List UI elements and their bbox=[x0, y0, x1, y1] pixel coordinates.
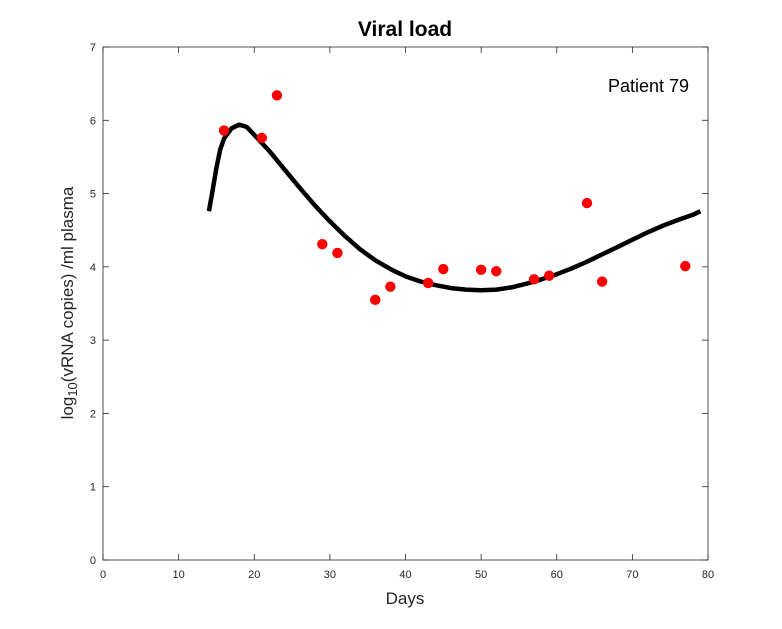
data-point bbox=[422, 277, 434, 289]
x-tick-label: 40 bbox=[399, 569, 411, 581]
y-tick-label: 6 bbox=[90, 115, 96, 127]
y-tick-label: 0 bbox=[90, 555, 96, 567]
data-point bbox=[581, 197, 593, 209]
x-tick-label: 20 bbox=[248, 569, 260, 581]
series-layer bbox=[206, 90, 702, 306]
model-fit-line bbox=[206, 122, 702, 293]
data-point bbox=[438, 263, 449, 275]
data-point bbox=[475, 264, 487, 275]
data-point bbox=[528, 274, 540, 285]
y-tick-label: 2 bbox=[90, 408, 96, 420]
chart-title: Viral load bbox=[358, 18, 452, 41]
y-tick-label: 4 bbox=[90, 262, 96, 274]
x-tick-label: 30 bbox=[324, 569, 336, 581]
data-point bbox=[271, 90, 283, 101]
y-tick-labels: 0 1 2 3 4 5 6 7 bbox=[90, 42, 96, 567]
data-point bbox=[596, 276, 608, 287]
x-tick-label: 60 bbox=[551, 569, 563, 581]
y-tick-label: 1 bbox=[90, 482, 96, 494]
y-tick-label: 3 bbox=[90, 335, 96, 347]
annotation-patient: Patient 79 bbox=[608, 76, 689, 96]
x-axis-title: Days bbox=[386, 589, 425, 608]
y-tick-label: 5 bbox=[90, 189, 96, 201]
x-tick-label: 0 bbox=[100, 569, 106, 581]
data-point bbox=[256, 132, 268, 144]
data-point bbox=[385, 281, 396, 292]
x-tick-label: 80 bbox=[702, 569, 714, 581]
y-tick-label: 7 bbox=[90, 42, 96, 54]
x-tick-label: 10 bbox=[173, 569, 185, 581]
x-tick-labels: 0 10 20 30 40 50 60 70 80 bbox=[100, 569, 714, 581]
x-tick-label: 70 bbox=[626, 569, 638, 581]
axis-ticks bbox=[102, 46, 709, 561]
data-point bbox=[370, 294, 381, 306]
data-point bbox=[491, 266, 502, 277]
y-axis-title-subscript: 10 bbox=[65, 382, 80, 396]
y-axis-title-suffix: (vRNA copies) /ml plasma bbox=[58, 186, 77, 382]
data-point bbox=[543, 270, 555, 281]
data-point bbox=[218, 125, 230, 136]
y-axis-title-prefix: log bbox=[58, 397, 77, 420]
data-point bbox=[332, 247, 343, 259]
x-tick-label: 50 bbox=[475, 569, 487, 581]
y-axis-title: log10(vRNA copies) /ml plasma bbox=[58, 186, 80, 419]
plot-area bbox=[102, 46, 709, 561]
data-point bbox=[680, 260, 691, 272]
data-point bbox=[317, 238, 328, 250]
